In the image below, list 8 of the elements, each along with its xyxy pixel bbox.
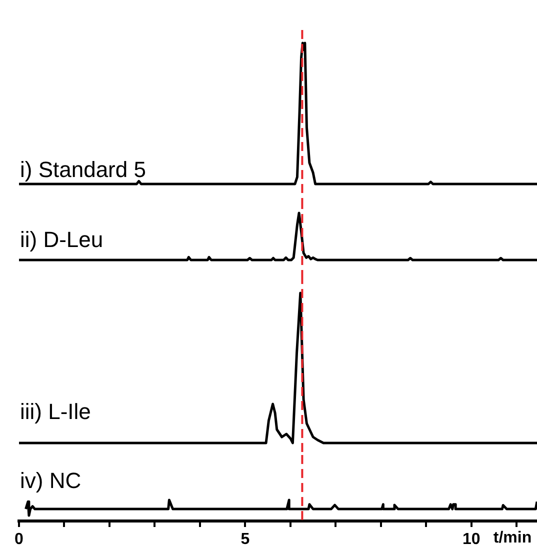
x-axis-title: t/min: [493, 529, 532, 546]
series-label: iii) L-Ile: [20, 399, 91, 424]
x-tick-label: 10: [462, 531, 480, 548]
series-label: i) Standard 5: [20, 157, 146, 182]
series-label: iv) NC: [20, 468, 82, 494]
series-label: ii) D-Leu: [20, 227, 104, 252]
x-tick-label: 0: [14, 531, 24, 548]
x-tick-label: 5: [240, 531, 250, 548]
